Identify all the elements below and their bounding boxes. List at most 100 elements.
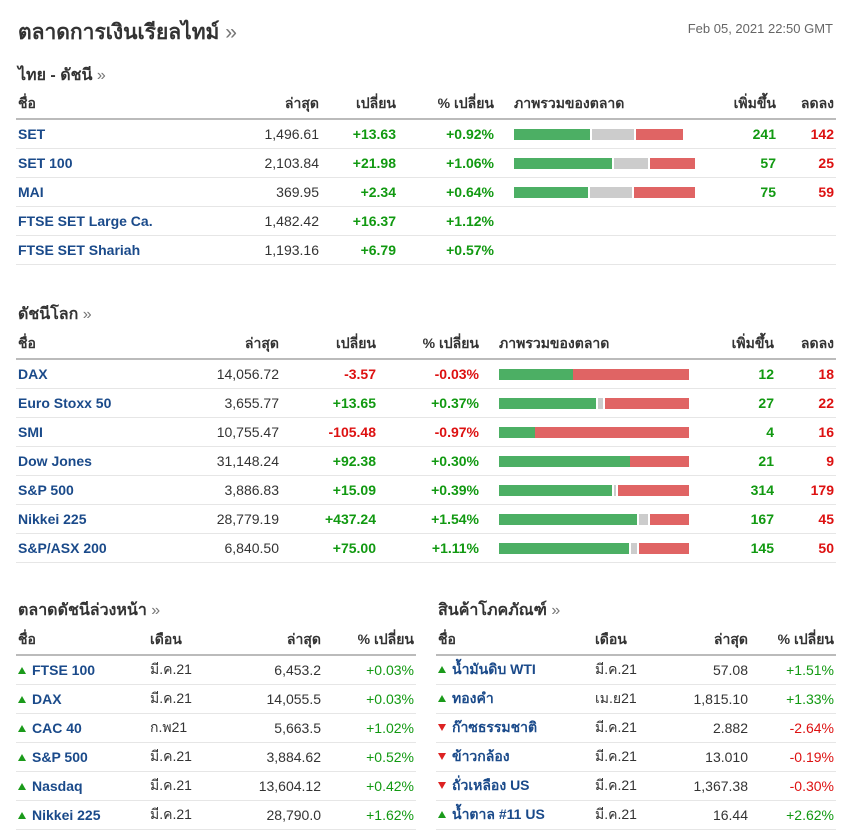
table-row[interactable]: Nasdaq มี.ค.21 13,604.12 +0.42% bbox=[16, 771, 416, 801]
market-overview-cell bbox=[481, 475, 691, 505]
table-row[interactable]: Nikkei 225 มี.ค.21 28,790.0 +1.62% bbox=[16, 800, 416, 830]
market-overview-cell bbox=[496, 206, 701, 236]
col-change-pct[interactable]: % เปลี่ยน bbox=[323, 626, 416, 656]
index-name-link[interactable]: FTSE SET Shariah bbox=[16, 235, 206, 265]
table-row[interactable]: ก๊าซธรรมชาติ มี.ค.21 2.882 -2.64% bbox=[436, 713, 836, 743]
index-name-link[interactable]: SET bbox=[16, 119, 206, 149]
advances-count: 314 bbox=[691, 475, 776, 505]
col-advances[interactable]: เพิ่มขึ้น bbox=[691, 330, 776, 360]
table-row[interactable]: Euro Stoxx 50 3,655.77 +13.65 +0.37% 27 22 bbox=[16, 388, 836, 418]
index-name-link[interactable]: FTSE SET Large Ca. bbox=[16, 206, 206, 236]
table-row[interactable]: น้ำตาล #11 US มี.ค.21 16.44 +2.62% bbox=[436, 800, 836, 830]
contract-month: เม.ย21 bbox=[593, 684, 668, 714]
breadth-down-segment bbox=[573, 368, 689, 380]
change-pct-value: -0.30% bbox=[750, 771, 836, 801]
instrument-name: ทองคำ bbox=[452, 690, 494, 706]
world-section-title[interactable]: ดัชนีโลก » bbox=[18, 302, 92, 327]
thai-section-title[interactable]: ไทย - ดัชนี » bbox=[18, 63, 106, 88]
instrument-name-link[interactable]: Nasdaq bbox=[16, 771, 148, 801]
change-pct-value: +0.03% bbox=[323, 684, 416, 714]
instrument-name-link[interactable]: ข้าวกล้อง bbox=[436, 742, 593, 772]
change-pct-value: +1.33% bbox=[750, 684, 836, 714]
col-change-pct[interactable]: % เปลี่ยน bbox=[398, 90, 496, 120]
index-name-link[interactable]: SET 100 bbox=[16, 148, 206, 178]
index-name-link[interactable]: S&P/ASX 200 bbox=[16, 533, 166, 563]
more-chevron-icon: » bbox=[225, 21, 237, 44]
index-name-link[interactable]: Dow Jones bbox=[16, 446, 166, 476]
col-change[interactable]: เปลี่ยน bbox=[321, 90, 398, 120]
instrument-name: Nasdaq bbox=[32, 778, 83, 794]
col-name[interactable]: ชื่อ bbox=[16, 330, 166, 360]
table-row[interactable]: MAI 369.95 +2.34 +0.64% 75 59 bbox=[16, 177, 836, 207]
table-row[interactable]: DAX มี.ค.21 14,055.5 +0.03% bbox=[16, 684, 416, 714]
table-row[interactable]: SET 100 2,103.84 +21.98 +1.06% 57 25 bbox=[16, 148, 836, 178]
table-row[interactable]: FTSE SET Large Ca. 1,482.42 +16.37 +1.12% bbox=[16, 206, 836, 236]
instrument-name-link[interactable]: Nikkei 225 bbox=[16, 800, 148, 830]
col-month[interactable]: เดือน bbox=[148, 626, 223, 656]
page-title[interactable]: ตลาดการเงินเรียลไทม์ » bbox=[18, 16, 237, 49]
commodities-section-title[interactable]: สินค้าโภคภัณฑ์ » bbox=[438, 598, 560, 623]
table-row[interactable]: DAX 14,056.72 -3.57 -0.03% 12 18 bbox=[16, 359, 836, 389]
index-name-link[interactable]: DAX bbox=[16, 359, 166, 389]
col-name[interactable]: ชื่อ bbox=[16, 626, 148, 656]
col-change-pct[interactable]: % เปลี่ยน bbox=[378, 330, 481, 360]
col-change[interactable]: เปลี่ยน bbox=[281, 330, 378, 360]
col-last[interactable]: ล่าสุด bbox=[206, 90, 321, 120]
table-row[interactable]: Dow Jones 31,148.24 +92.38 +0.30% 21 9 bbox=[16, 446, 836, 476]
index-name-link[interactable]: S&P 500 bbox=[16, 475, 166, 505]
instrument-name-link[interactable]: น้ำมันดิบ WTI bbox=[436, 655, 593, 685]
col-name[interactable]: ชื่อ bbox=[16, 90, 206, 120]
instrument-name: DAX bbox=[32, 691, 62, 707]
table-row[interactable]: FTSE SET Shariah 1,193.16 +6.79 +0.57% bbox=[16, 235, 836, 265]
col-last[interactable]: ล่าสุด bbox=[223, 626, 323, 656]
table-row[interactable]: น้ำมันดิบ WTI มี.ค.21 57.08 +1.51% bbox=[436, 655, 836, 685]
col-change-pct[interactable]: % เปลี่ยน bbox=[750, 626, 836, 656]
instrument-name: น้ำตาล #11 US bbox=[452, 806, 545, 822]
change-pct-value: +0.57% bbox=[398, 235, 496, 265]
index-name-link[interactable]: MAI bbox=[16, 177, 206, 207]
col-declines[interactable]: ลดลง bbox=[778, 90, 836, 120]
index-name-link[interactable]: Euro Stoxx 50 bbox=[16, 388, 166, 418]
instrument-name-link[interactable]: FTSE 100 bbox=[16, 655, 148, 685]
table-row[interactable]: CAC 40 ก.พ21 5,663.5 +1.02% bbox=[16, 713, 416, 743]
col-market-overview: ภาพรวมของตลาด bbox=[496, 90, 701, 120]
col-declines[interactable]: ลดลง bbox=[776, 330, 836, 360]
table-row[interactable]: Nikkei 225 28,779.19 +437.24 +1.54% 167 45 bbox=[16, 504, 836, 534]
col-last[interactable]: ล่าสุด bbox=[668, 626, 750, 656]
change-pct-value: +1.02% bbox=[323, 713, 416, 743]
instrument-name-link[interactable]: ทองคำ bbox=[436, 684, 593, 714]
thai-section-title-text: ไทย - ดัชนี bbox=[18, 67, 93, 84]
index-name-link[interactable]: SMI bbox=[16, 417, 166, 447]
table-row[interactable]: S&P 500 มี.ค.21 3,884.62 +0.52% bbox=[16, 742, 416, 772]
contract-month: มี.ค.21 bbox=[593, 742, 668, 772]
table-row[interactable]: ทองคำ เม.ย21 1,815.10 +1.33% bbox=[436, 684, 836, 714]
table-row[interactable]: S&P/ASX 200 6,840.50 +75.00 +1.11% 145 50 bbox=[16, 533, 836, 563]
breadth-down-segment bbox=[638, 542, 689, 554]
col-name[interactable]: ชื่อ bbox=[436, 626, 593, 656]
market-breadth-bar bbox=[514, 128, 699, 140]
instrument-name-link[interactable]: S&P 500 bbox=[16, 742, 148, 772]
table-row[interactable]: ถั่วเหลือง US มี.ค.21 1,367.38 -0.30% bbox=[436, 771, 836, 801]
futures-section-title[interactable]: ตลาดดัชนีล่วงหน้า » bbox=[18, 598, 160, 623]
table-row[interactable]: FTSE 100 มี.ค.21 6,453.2 +0.03% bbox=[16, 655, 416, 685]
arrow-down-icon bbox=[438, 782, 446, 789]
instrument-name-link[interactable]: ก๊าซธรรมชาติ bbox=[436, 713, 593, 743]
breadth-up-segment bbox=[514, 128, 591, 140]
last-value: 28,779.19 bbox=[166, 504, 281, 534]
table-row[interactable]: ข้าวกล้อง มี.ค.21 13.010 -0.19% bbox=[436, 742, 836, 772]
instrument-name-link[interactable]: ถั่วเหลือง US bbox=[436, 771, 593, 801]
instrument-name-link[interactable]: CAC 40 bbox=[16, 713, 148, 743]
instrument-name-link[interactable]: น้ำตาล #11 US bbox=[436, 800, 593, 830]
table-row[interactable]: SET 1,496.61 +13.63 +0.92% 241 142 bbox=[16, 119, 836, 149]
col-last[interactable]: ล่าสุด bbox=[166, 330, 281, 360]
col-advances[interactable]: เพิ่มขึ้น bbox=[701, 90, 778, 120]
breadth-flat-segment bbox=[597, 397, 604, 409]
index-name-link[interactable]: Nikkei 225 bbox=[16, 504, 166, 534]
col-month[interactable]: เดือน bbox=[593, 626, 668, 656]
table-row[interactable]: SMI 10,755.47 -105.48 -0.97% 4 16 bbox=[16, 417, 836, 447]
instrument-name-link[interactable]: DAX bbox=[16, 684, 148, 714]
table-row[interactable]: S&P 500 3,886.83 +15.09 +0.39% 314 179 bbox=[16, 475, 836, 505]
change-value: +16.37 bbox=[321, 206, 398, 236]
market-breadth-bar bbox=[499, 513, 689, 525]
advances-count: 27 bbox=[691, 388, 776, 418]
